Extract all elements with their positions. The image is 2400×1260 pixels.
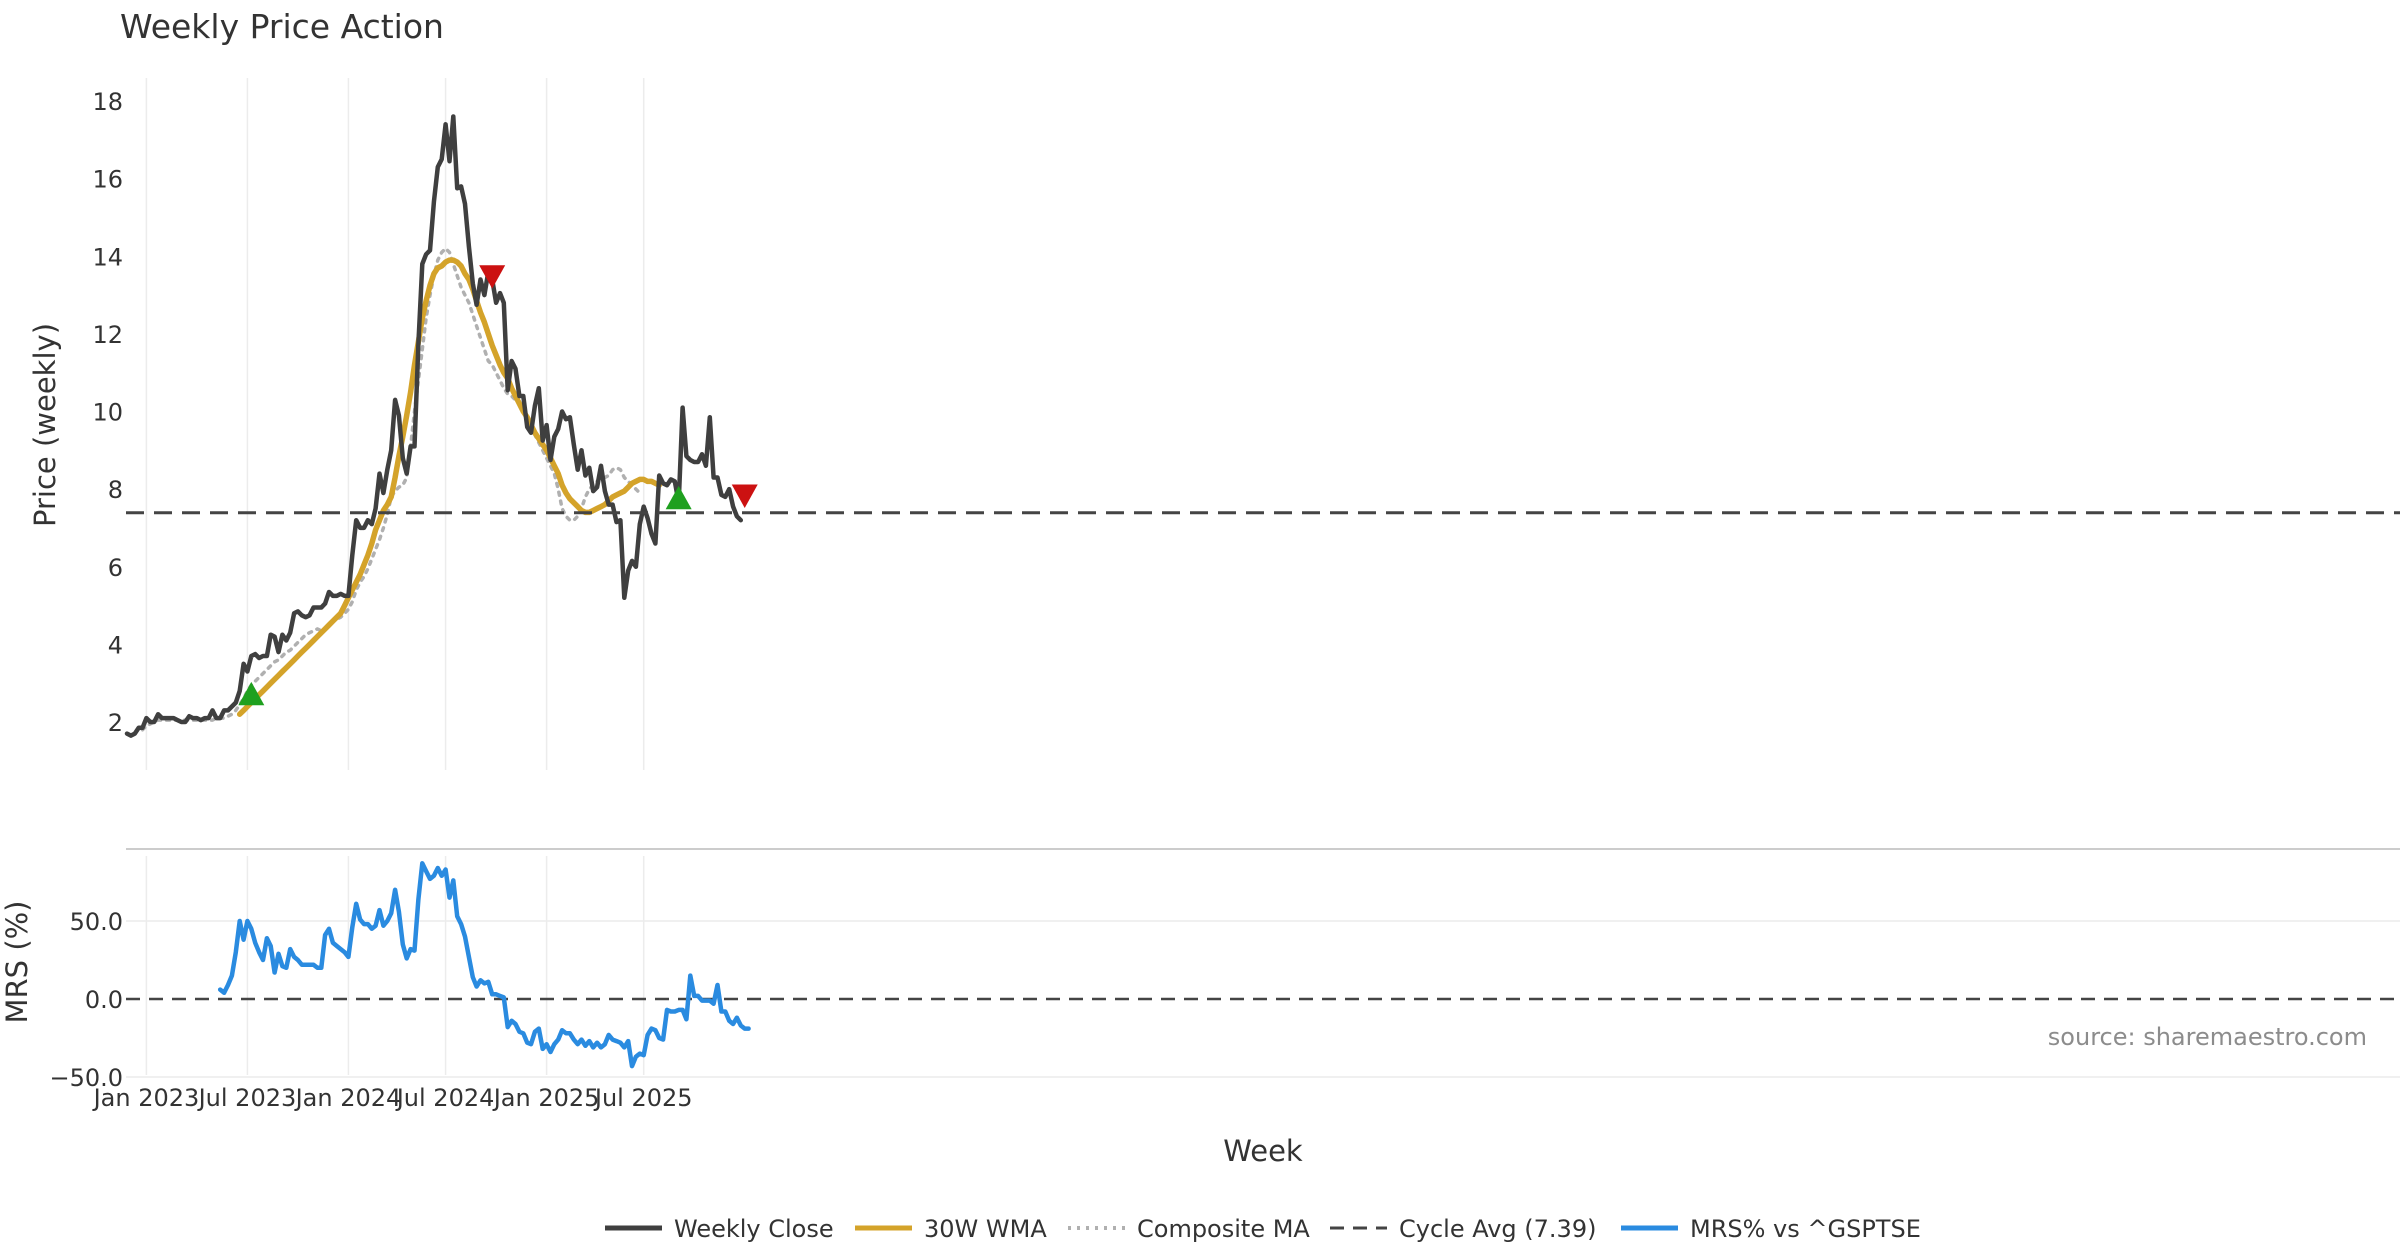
price-y-tick-label: 2 xyxy=(108,709,123,737)
mrs-y-tick-label: 50.0 xyxy=(70,908,123,936)
watermark: source: sharemaestro.com xyxy=(2048,1023,2367,1051)
price-y-tick-label: 6 xyxy=(108,554,123,582)
price-y-label: Price (weekly) xyxy=(28,323,62,527)
mrs-y-tick-label: −50.0 xyxy=(49,1064,123,1092)
x-tick-label: Jan 2025 xyxy=(492,1084,600,1112)
buy-signal-marker xyxy=(238,681,265,706)
weekly-close-line xyxy=(124,114,744,738)
price-y-tick-label: 8 xyxy=(108,476,123,504)
sell-signal-marker xyxy=(731,484,758,508)
price-y-ticks: 2 4 6 8 10 12 14 16 18 xyxy=(92,88,123,737)
price-y-tick-label: 16 xyxy=(92,166,123,194)
price-y-tick-label: 10 xyxy=(92,399,123,427)
mrs-y-ticks: 50.0 0.0 −50.0 xyxy=(49,908,123,1092)
price-y-tick-label: 12 xyxy=(92,321,123,349)
x-tick-label: Jan 2024 xyxy=(294,1084,402,1112)
legend-label: Cycle Avg (7.39) xyxy=(1399,1215,1596,1243)
mrs-lines xyxy=(126,861,2400,1069)
legend: Weekly Close 30W WMA Composite MA Cycle Avg… xyxy=(605,1215,1921,1243)
mrs-grid xyxy=(126,856,2400,1078)
mrs-y-tick-label: 0.0 xyxy=(85,986,123,1014)
signal-markers xyxy=(238,265,758,706)
price-y-tick-label: 14 xyxy=(92,243,123,271)
legend-label: 30W WMA xyxy=(924,1215,1047,1243)
buy-signal-marker xyxy=(665,485,692,510)
price-y-tick-label: 18 xyxy=(92,88,123,116)
x-tick-label: Jul 2025 xyxy=(593,1084,693,1112)
x-tick-label: Jul 2024 xyxy=(395,1084,495,1112)
mrs-y-label: MRS (%) xyxy=(0,901,34,1024)
x-tick-label: Jul 2023 xyxy=(197,1084,297,1112)
mrs-line xyxy=(217,861,751,1069)
sell-signal-marker xyxy=(479,265,506,289)
chart-title: Weekly Price Action xyxy=(120,7,444,46)
price-y-tick-label: 4 xyxy=(108,631,123,659)
x-axis-label: Week xyxy=(1223,1134,1303,1168)
legend-label: Weekly Close xyxy=(674,1215,834,1243)
x-tick-label: Jan 2023 xyxy=(92,1084,200,1112)
legend-label: MRS% vs ^GSPTSE xyxy=(1690,1215,1921,1243)
legend-label: Composite MA xyxy=(1137,1215,1310,1243)
